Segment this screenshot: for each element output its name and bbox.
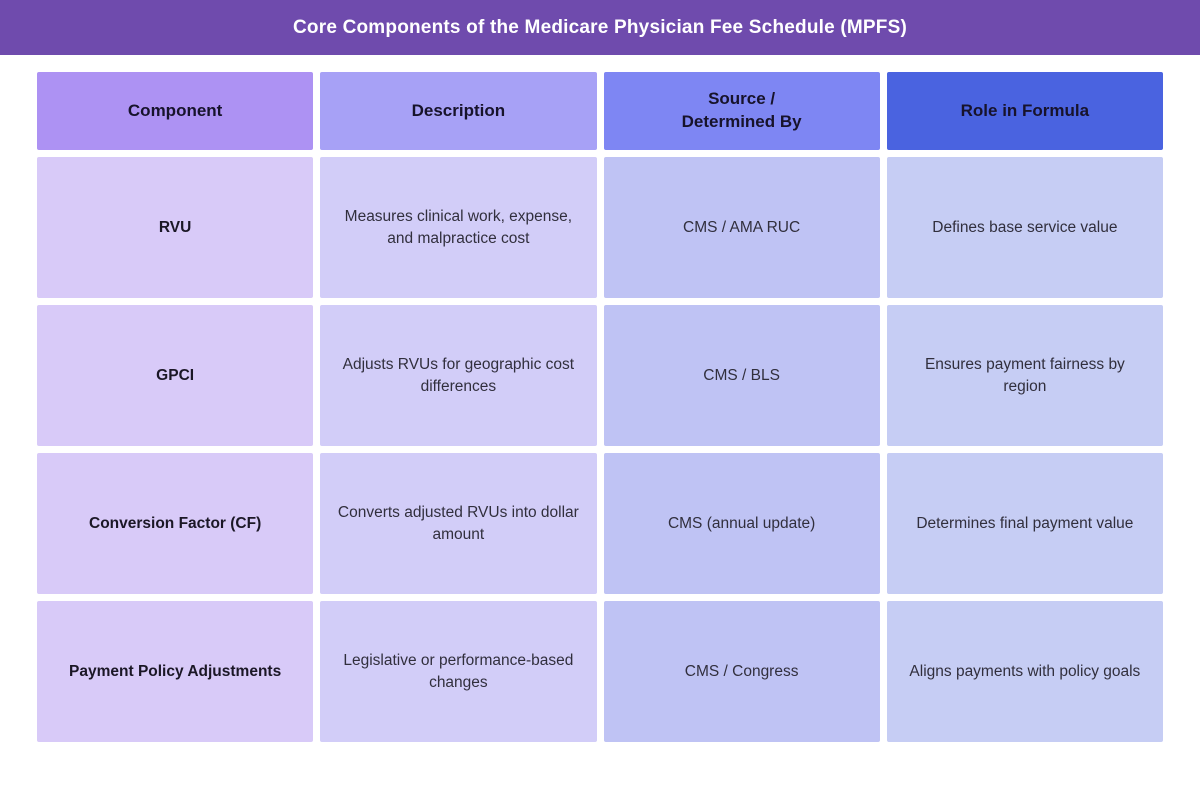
cell-ppa-source: CMS / Congress: [603, 601, 880, 742]
page-title: Core Components of the Medicare Physicia…: [293, 16, 907, 38]
cell-cf-component: Conversion Factor (CF): [37, 453, 314, 594]
column-header-description: Description: [320, 72, 597, 150]
mpfs-components-table: Component Description Source / Determine…: [37, 72, 1163, 742]
cell-gpci-description: Adjusts RVUs for geographic cost differe…: [320, 305, 597, 446]
column-header-role: Role in Formula: [886, 72, 1163, 150]
cell-rvu-role: Defines base service value: [886, 157, 1163, 298]
cell-gpci-component: GPCI: [37, 305, 314, 446]
cell-gpci-source: CMS / BLS: [603, 305, 880, 446]
column-header-component: Component: [37, 72, 314, 150]
cell-rvu-description: Measures clinical work, expense, and mal…: [320, 157, 597, 298]
cell-cf-description: Converts adjusted RVUs into dollar amoun…: [320, 453, 597, 594]
cell-cf-source: CMS (annual update): [603, 453, 880, 594]
cell-ppa-component: Payment Policy Adjustments: [37, 601, 314, 742]
cell-ppa-role: Aligns payments with policy goals: [886, 601, 1163, 742]
title-banner: Core Components of the Medicare Physicia…: [0, 0, 1200, 55]
cell-ppa-description: Legislative or performance-based changes: [320, 601, 597, 742]
cell-rvu-component: RVU: [37, 157, 314, 298]
cell-rvu-source: CMS / AMA RUC: [603, 157, 880, 298]
cell-cf-role: Determines final payment value: [886, 453, 1163, 594]
cell-gpci-role: Ensures payment fairness by region: [886, 305, 1163, 446]
column-header-source: Source / Determined By: [603, 72, 880, 150]
